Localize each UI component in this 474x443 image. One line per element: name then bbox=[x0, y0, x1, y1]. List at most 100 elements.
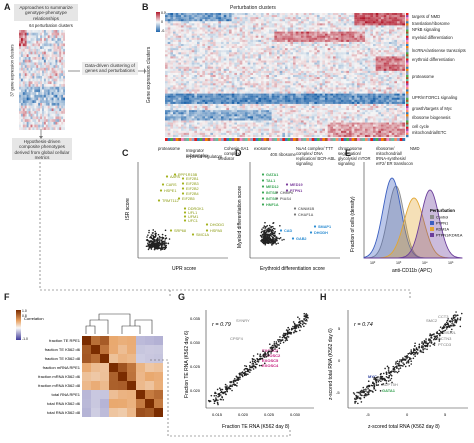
heat-cell bbox=[218, 35, 222, 38]
heat-cell bbox=[279, 70, 283, 74]
heat-cell bbox=[271, 48, 275, 51]
heat-cell bbox=[279, 79, 283, 82]
heat-cell bbox=[178, 56, 182, 59]
heat-cell bbox=[359, 85, 363, 88]
mini-heat-cell bbox=[19, 121, 22, 125]
mini-heat-cell bbox=[20, 100, 24, 104]
mini-heat-cell bbox=[26, 113, 29, 117]
heat-cell bbox=[311, 103, 315, 107]
heat-cell bbox=[378, 56, 382, 59]
heat-cell bbox=[383, 89, 387, 92]
heat-cell bbox=[191, 85, 195, 88]
heat-cell bbox=[317, 75, 320, 78]
heat-cell bbox=[383, 48, 387, 51]
mini-heat-cell bbox=[22, 43, 25, 47]
heat-cell bbox=[170, 62, 174, 65]
heat-cell bbox=[250, 37, 254, 41]
heat-cell bbox=[213, 99, 216, 103]
heat-cell bbox=[391, 79, 395, 82]
heat-cell bbox=[213, 44, 216, 47]
heat-cell bbox=[234, 13, 238, 16]
heat-cell bbox=[202, 89, 206, 92]
heat-cell bbox=[247, 83, 251, 86]
heat-cell bbox=[274, 46, 278, 49]
heat-cell bbox=[223, 70, 227, 74]
heat-cell bbox=[330, 39, 334, 43]
heat-cell bbox=[402, 103, 406, 107]
mini-heat-cell bbox=[40, 121, 43, 125]
heat-cell bbox=[319, 39, 323, 43]
heat-cell bbox=[279, 72, 283, 76]
heat-cell bbox=[274, 35, 278, 38]
heat-cell bbox=[354, 48, 358, 51]
heat-cell bbox=[325, 23, 328, 26]
heat-cell bbox=[351, 29, 355, 32]
heat-cell bbox=[373, 75, 376, 78]
heat-cell bbox=[338, 17, 342, 20]
heat-cell bbox=[258, 75, 262, 78]
heat-cell bbox=[327, 52, 331, 55]
mini-heat-cell bbox=[20, 38, 24, 42]
mini-heat-cell bbox=[34, 111, 37, 114]
mini-heat-cell bbox=[49, 121, 52, 125]
heat-cell bbox=[277, 72, 280, 76]
heat-cell bbox=[247, 41, 251, 45]
mini-heat-cell bbox=[51, 89, 54, 93]
heat-cell bbox=[218, 33, 222, 36]
heat-cell bbox=[381, 19, 384, 22]
heat-cell bbox=[357, 39, 360, 43]
heat-cell bbox=[255, 31, 259, 34]
mini-heat-cell bbox=[42, 35, 45, 39]
mini-heat-cell bbox=[47, 75, 50, 79]
heat-cell bbox=[218, 75, 222, 78]
heat-cell bbox=[311, 62, 315, 65]
heat-cell bbox=[279, 39, 283, 43]
heat-cell bbox=[359, 35, 363, 38]
heat-cell bbox=[346, 41, 350, 45]
heat-cell bbox=[242, 50, 246, 53]
mini-heat-cell bbox=[47, 67, 50, 71]
mini-heat-cell bbox=[49, 97, 52, 101]
heat-cell bbox=[314, 15, 318, 18]
heat-cell bbox=[258, 79, 262, 82]
heat-cell bbox=[303, 37, 307, 41]
heat-cell bbox=[311, 81, 315, 84]
heat-cell bbox=[402, 25, 406, 28]
heat-cell bbox=[367, 37, 371, 41]
heat-cell bbox=[266, 41, 270, 45]
heat-cell bbox=[194, 97, 198, 100]
heat-cell bbox=[381, 50, 384, 53]
heat-cell bbox=[327, 85, 331, 88]
mini-heat-cell bbox=[61, 32, 64, 36]
heat-cell bbox=[370, 50, 374, 53]
heat-cell bbox=[349, 66, 352, 69]
heat-cell bbox=[335, 93, 339, 96]
heat-cell bbox=[322, 15, 326, 18]
heat-cell bbox=[317, 79, 320, 82]
heat-cell bbox=[207, 33, 211, 36]
heat-cell bbox=[191, 46, 195, 49]
heat-cell bbox=[325, 19, 328, 22]
heat-cell bbox=[311, 54, 315, 57]
heat-cell bbox=[349, 93, 352, 96]
heat-cell bbox=[306, 19, 310, 22]
heat-cell bbox=[359, 60, 363, 63]
heat-cell bbox=[191, 93, 195, 96]
heat-cell bbox=[165, 68, 168, 72]
heat-cell bbox=[362, 101, 366, 105]
heat-cell bbox=[290, 56, 294, 59]
mini-heat-cell bbox=[19, 30, 22, 33]
heat-cell bbox=[354, 77, 358, 80]
heat-cell bbox=[386, 19, 390, 22]
mini-heat-cell bbox=[38, 121, 41, 125]
heat-cell bbox=[319, 27, 323, 30]
mini-heat-cell bbox=[53, 57, 56, 60]
heat-cell bbox=[215, 33, 219, 36]
mini-heat-cell bbox=[24, 46, 27, 50]
heat-cell bbox=[277, 37, 280, 41]
heat-cell bbox=[261, 87, 264, 90]
heat-cell bbox=[362, 58, 366, 61]
heat-cell bbox=[242, 97, 246, 100]
heat-cell bbox=[319, 41, 323, 45]
heat-cell bbox=[383, 15, 387, 18]
